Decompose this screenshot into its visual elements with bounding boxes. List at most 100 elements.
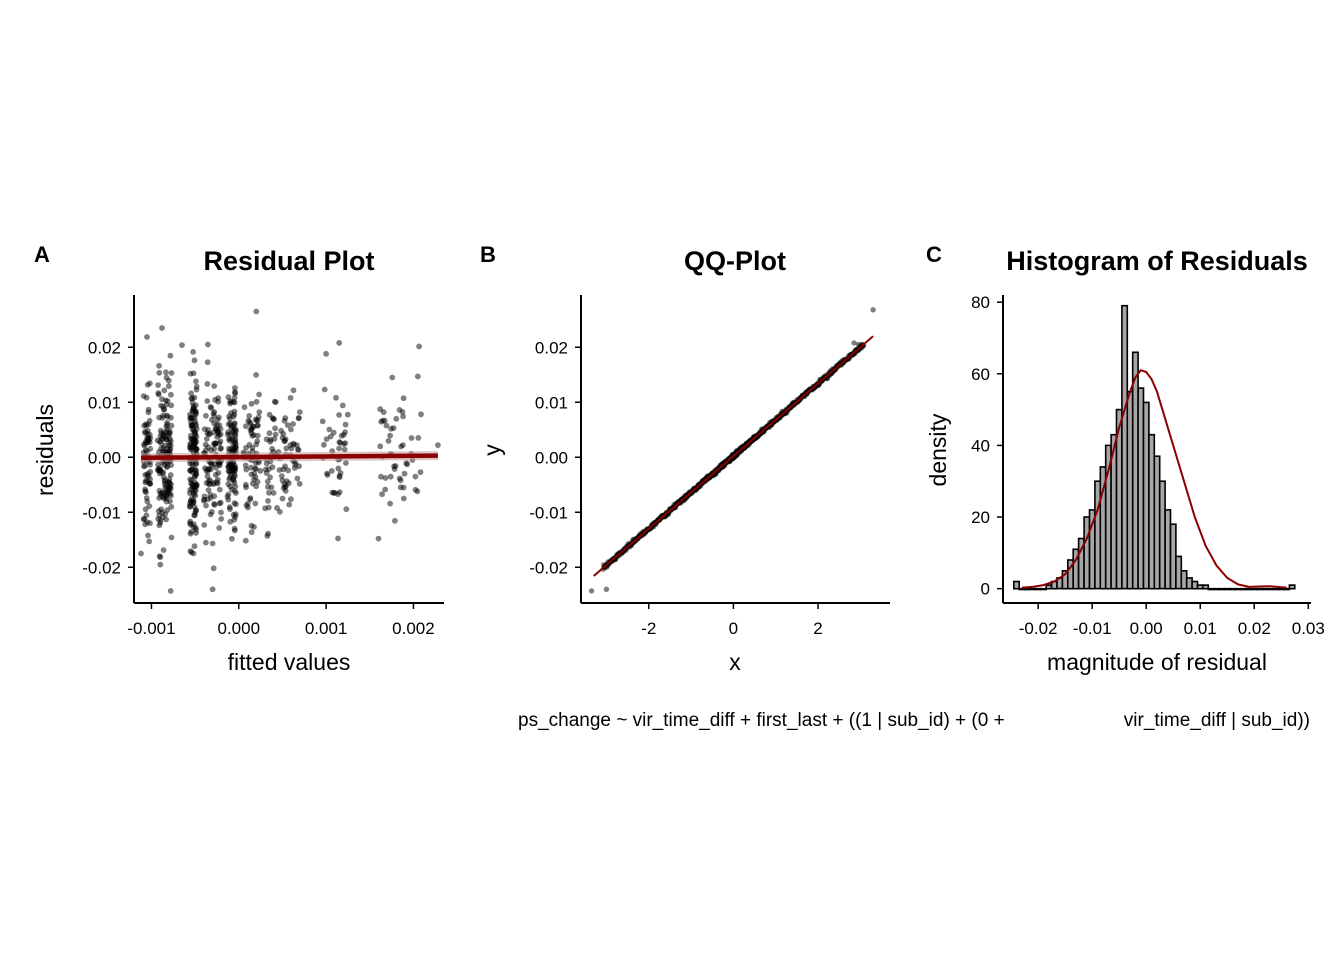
residual-point (272, 399, 279, 405)
residual-point (156, 553, 163, 559)
residual-scatter (138, 308, 441, 594)
residual-point (319, 418, 326, 425)
residual-point (155, 382, 162, 388)
residual-point (274, 505, 280, 511)
residual-point (281, 417, 288, 424)
residual-point (336, 445, 342, 452)
x-tick-label: -0.01 (1073, 619, 1112, 638)
residual-point (164, 507, 171, 513)
residual-point (204, 473, 211, 480)
y-tick-label: -0.02 (529, 558, 568, 577)
residual-point (227, 398, 234, 404)
residual-point (145, 470, 151, 477)
residual-point (393, 415, 400, 422)
residual-point (290, 421, 296, 427)
residual-point (187, 432, 194, 439)
x-tick-label: 0.00 (1130, 619, 1163, 638)
histogram-bar (1018, 587, 1026, 591)
residual-point (321, 441, 327, 448)
residual-point (245, 500, 251, 507)
residual-point (241, 404, 248, 411)
residual-point (190, 349, 197, 355)
y-axis-label: residuals (32, 404, 58, 496)
residual-point (288, 426, 294, 433)
residual-point (191, 512, 198, 519)
residual-point (253, 466, 259, 472)
residual-point (192, 524, 199, 531)
residual-point (271, 436, 278, 442)
residual-point (191, 473, 198, 479)
y-tick-label: -0.01 (529, 503, 568, 522)
histogram-bar (1175, 555, 1183, 590)
model-formula-caption-right: vir_time_diff | sub_id)) (1124, 710, 1310, 731)
residual-point (339, 402, 346, 409)
residual-point (253, 308, 260, 315)
residual-point (226, 504, 233, 510)
residual-point (191, 357, 198, 364)
residual-point (398, 443, 404, 450)
residual-point (142, 462, 148, 469)
histogram-axis-ticks: -0.02 -0.01 0.00 0.01 0.02 0.03 0 20 40 60 80 (971, 293, 1325, 638)
residual-point (157, 561, 164, 568)
residual-point (385, 438, 392, 444)
residual-point (157, 467, 164, 473)
residual-point (205, 341, 211, 348)
histogram-bar (1250, 587, 1258, 591)
histogram-bar (1164, 509, 1172, 590)
residual-point (225, 468, 232, 474)
residual-point (215, 470, 222, 476)
histogram-bar (1034, 587, 1042, 591)
residual-point (155, 461, 162, 468)
y-tick-label: -0.01 (82, 503, 121, 522)
residual-point (341, 446, 348, 453)
residual-point (246, 419, 253, 425)
residual-point (161, 387, 168, 394)
residual-point (243, 423, 249, 430)
residual-point (188, 390, 195, 397)
residual-point (214, 476, 221, 483)
histogram-bar (1137, 387, 1145, 590)
residual-point (193, 386, 200, 393)
residual-point (141, 441, 148, 448)
residual-point (392, 517, 398, 524)
residual-point (156, 438, 163, 445)
residual-point (211, 383, 218, 389)
residual-point (204, 430, 211, 437)
residual-point (206, 480, 213, 487)
histogram-bar (1023, 587, 1031, 591)
residual-point (418, 411, 424, 418)
residual-point (401, 470, 408, 477)
residual-point (216, 525, 223, 531)
residual-point (263, 460, 270, 467)
histogram-bar (1126, 390, 1134, 590)
residual-point (147, 435, 154, 441)
residual-point (396, 475, 403, 482)
residual-point (253, 417, 260, 424)
x-tick-label: 0.03 (1292, 619, 1325, 638)
residual-point (167, 588, 174, 594)
histogram-bar (1212, 587, 1220, 591)
residual-point (399, 409, 406, 415)
residual-point (387, 432, 393, 439)
residual-point (287, 442, 294, 448)
residual-point (329, 489, 336, 496)
residual-point (335, 535, 341, 542)
residual-point (242, 481, 249, 488)
residual-point (189, 486, 196, 493)
residual-point (253, 398, 260, 405)
residual-point (388, 425, 394, 432)
y-tick-label: 0.02 (535, 338, 568, 357)
residual-point (210, 410, 217, 417)
x-tick-label: -0.02 (1019, 619, 1058, 638)
residual-point (164, 426, 171, 432)
residual-point (232, 389, 238, 396)
histogram-bar (1202, 584, 1210, 590)
residual-point (145, 406, 152, 413)
residual-point (142, 488, 149, 495)
histogram-bar (1218, 587, 1226, 591)
y-axis-label: density (925, 413, 951, 486)
residual-point (156, 369, 163, 376)
residual-point (343, 460, 349, 466)
residual-point (216, 414, 222, 421)
